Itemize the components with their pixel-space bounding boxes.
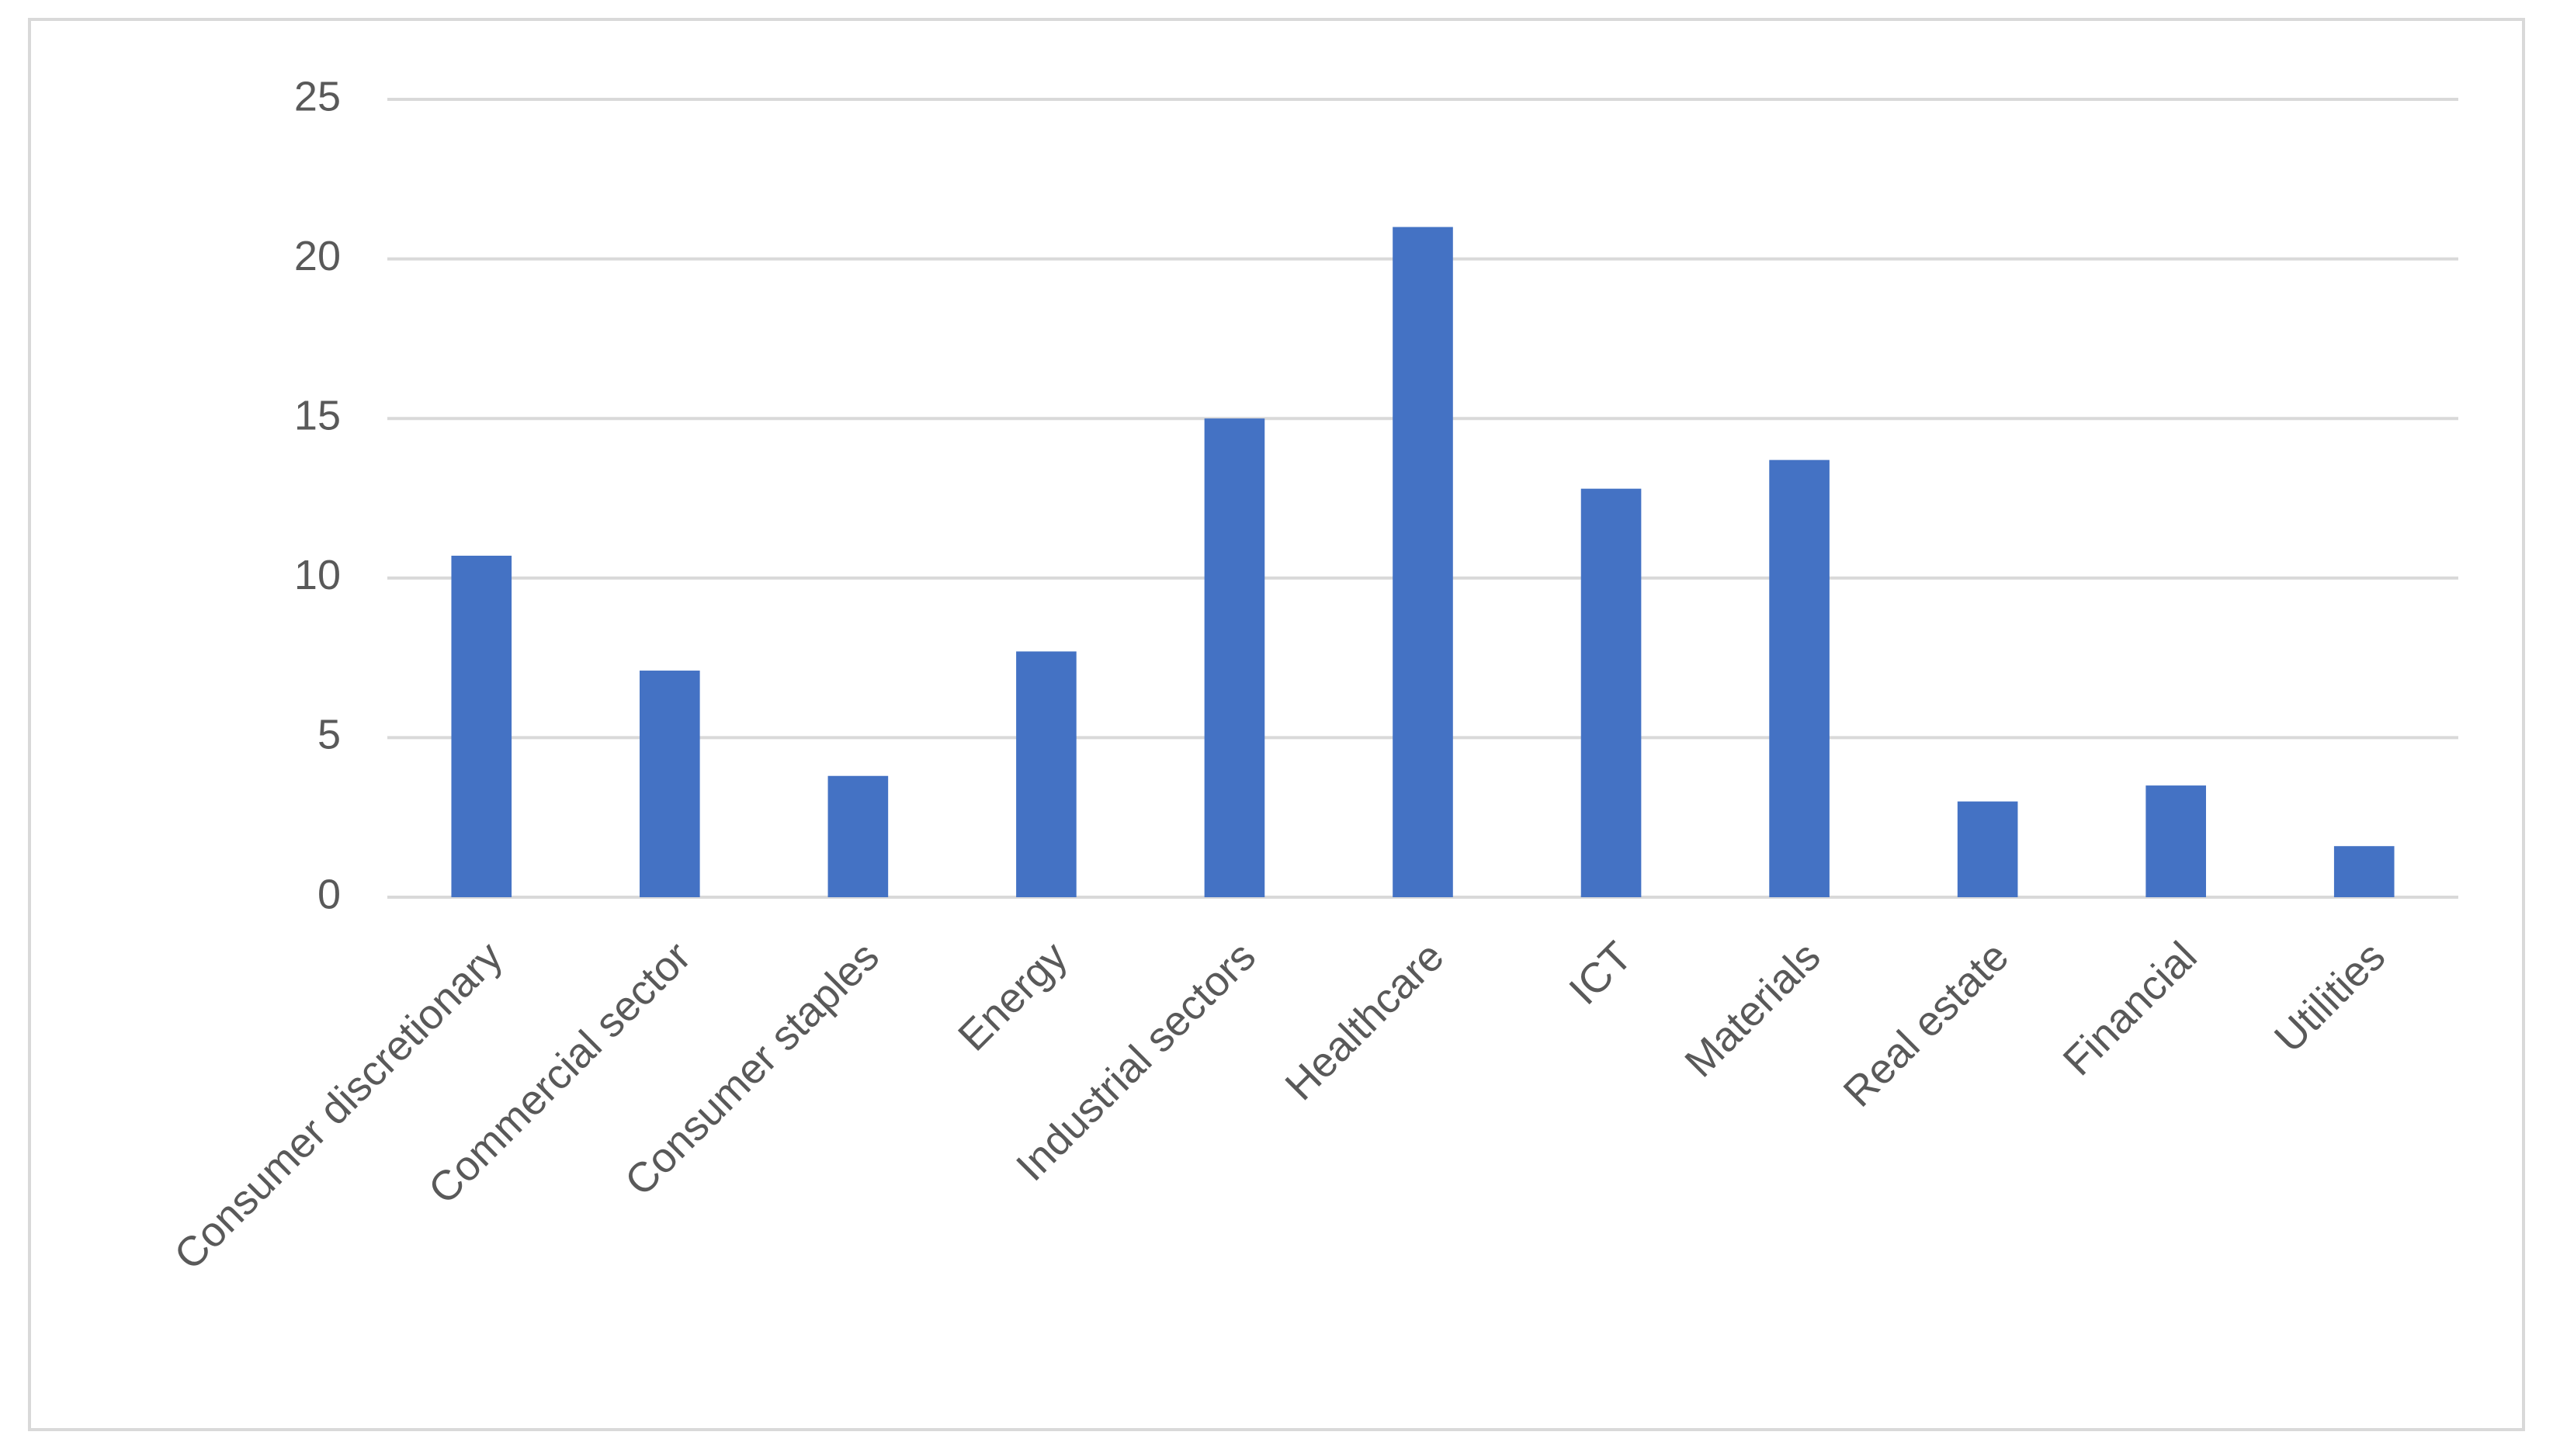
y-tick-label: 20 — [294, 233, 341, 279]
chart-border — [28, 18, 2525, 1431]
bar — [2145, 785, 2206, 897]
bar — [451, 556, 512, 897]
y-tick-label: 0 — [317, 871, 341, 917]
bar — [1769, 459, 1830, 897]
bar — [1580, 488, 1642, 897]
bar — [1393, 227, 1453, 898]
y-tick-label: 5 — [317, 712, 341, 758]
bar — [2333, 846, 2395, 897]
bar — [640, 671, 700, 897]
bar — [1204, 418, 1265, 897]
y-tick-label: 15 — [294, 392, 341, 439]
bar — [827, 775, 889, 897]
bar — [1957, 801, 2018, 897]
y-tick-label: 25 — [294, 73, 341, 120]
bar — [1016, 651, 1077, 897]
y-tick-label: 10 — [294, 552, 341, 598]
